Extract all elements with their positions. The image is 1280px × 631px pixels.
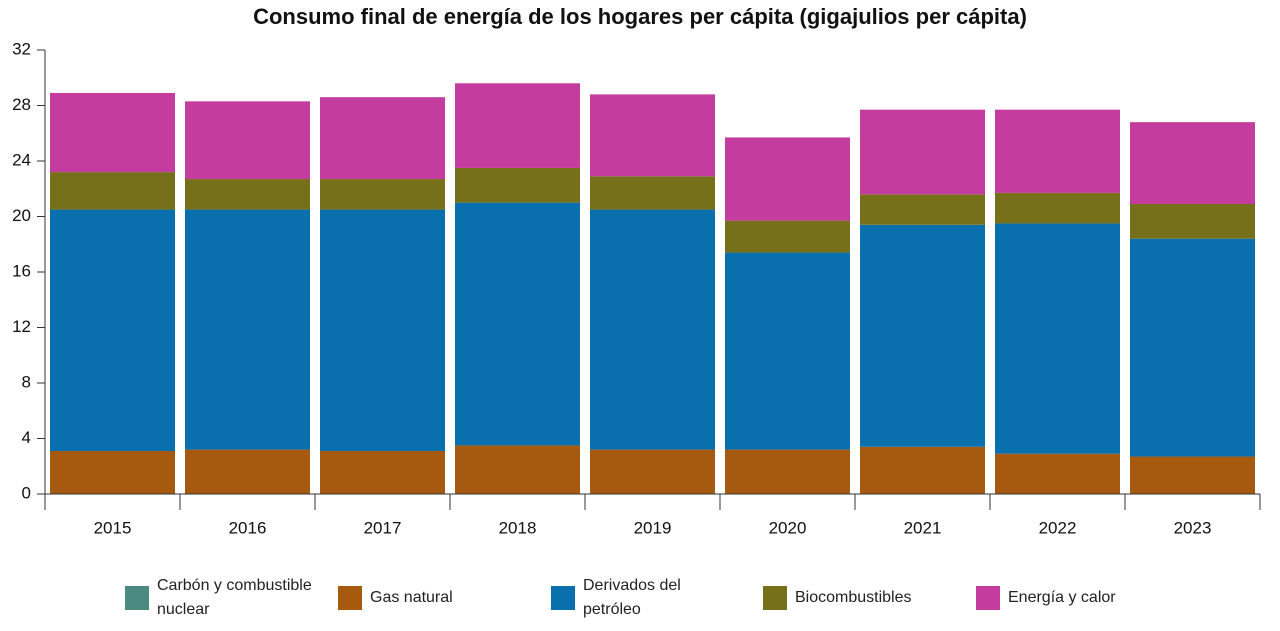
y-tick-label: 20: [12, 206, 31, 225]
legend-item: Derivados del petróleo: [551, 574, 733, 622]
bar-segment: [185, 449, 310, 494]
bar-segment: [995, 109, 1120, 193]
bar-segment: [320, 97, 445, 180]
bar-segment: [455, 202, 580, 446]
bar-segment: [320, 179, 445, 210]
bar-segment: [860, 109, 985, 195]
bar-segment: [185, 179, 310, 210]
y-tick-label: 12: [12, 317, 31, 336]
x-tick-label: 2015: [94, 518, 132, 537]
x-tick-label: 2019: [634, 518, 672, 537]
bar-segment: [725, 252, 850, 450]
bar-segment: [455, 167, 580, 203]
chart-title: Consumo final de energía de los hogares …: [253, 4, 1027, 29]
legend-swatch: [976, 586, 1000, 610]
x-tick-label: 2016: [229, 518, 267, 537]
bar-segment: [995, 453, 1120, 494]
bar-segment: [50, 93, 175, 173]
bar-segment: [860, 446, 985, 494]
y-tick-label: 0: [22, 483, 31, 502]
bar-segment: [590, 449, 715, 494]
x-tick-label: 2021: [904, 518, 942, 537]
bar-segment: [590, 94, 715, 177]
bar-segment: [995, 223, 1120, 454]
legend-label: Derivados del petróleo: [583, 577, 681, 618]
bar-segment: [320, 450, 445, 494]
legend-label: Carbón y combustible nuclear: [157, 577, 312, 618]
x-tick-label: 2020: [769, 518, 807, 537]
legend-label: Energía y calor: [1008, 589, 1116, 606]
bar-segment: [725, 137, 850, 221]
y-tick-label: 32: [12, 39, 31, 58]
legend-item: Energía y calor: [976, 586, 1116, 610]
legend-label: Gas natural: [370, 589, 453, 606]
bar-segment: [995, 192, 1120, 224]
legend-item: Carbón y combustible nuclear: [125, 574, 337, 622]
bar-segment: [50, 450, 175, 494]
legend-label: Biocombustibles: [795, 589, 912, 606]
bar-segment: [860, 194, 985, 225]
y-tick-label: 4: [22, 428, 31, 447]
chart: Consumo final de energía de los hogares …: [12, 4, 1261, 537]
bar-segment: [590, 209, 715, 450]
y-tick-label: 24: [12, 150, 31, 169]
bar-segment: [725, 449, 850, 494]
bar-segment: [50, 209, 175, 451]
bar-segment: [725, 220, 850, 253]
legend-swatch: [338, 586, 362, 610]
bar-segment: [455, 445, 580, 494]
x-tick-label: 2017: [364, 518, 402, 537]
bar-segment: [455, 83, 580, 168]
bar-segment: [1130, 122, 1255, 205]
y-tick-label: 8: [22, 372, 31, 391]
bar-segment: [50, 172, 175, 210]
legend-swatch: [551, 586, 575, 610]
bar-segment: [1130, 204, 1255, 239]
bar-segment: [860, 224, 985, 447]
y-tick-label: 28: [12, 95, 31, 114]
legend-item: Biocombustibles: [763, 586, 912, 610]
bar-segment: [320, 209, 445, 451]
legend-swatch: [763, 586, 787, 610]
bar-segment: [1130, 238, 1255, 457]
legend-swatch: [125, 586, 149, 610]
x-tick-label: 2018: [499, 518, 537, 537]
y-tick-label: 16: [12, 261, 31, 280]
x-tick-label: 2023: [1174, 518, 1212, 537]
legend-item: Gas natural: [338, 586, 453, 610]
bar-segment: [185, 101, 310, 180]
x-tick-label: 2022: [1039, 518, 1077, 537]
bar-segment: [590, 176, 715, 210]
bar-segment: [1130, 456, 1255, 494]
bar-segment: [185, 209, 310, 450]
